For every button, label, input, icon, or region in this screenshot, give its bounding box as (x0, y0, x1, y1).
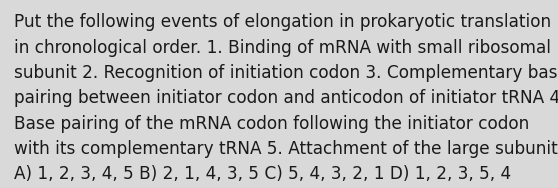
Text: Put the following events of elongation in prokaryotic translation: Put the following events of elongation i… (14, 13, 551, 31)
Text: in chronological order. 1. Binding of mRNA with small ribosomal: in chronological order. 1. Binding of mR… (14, 39, 551, 57)
Text: subunit 2. Recognition of initiation codon 3. Complementary base: subunit 2. Recognition of initiation cod… (14, 64, 558, 82)
Text: with its complementary tRNA 5. Attachment of the large subunit: with its complementary tRNA 5. Attachmen… (14, 140, 557, 158)
Text: pairing between initiator codon and anticodon of initiator tRNA 4.: pairing between initiator codon and anti… (14, 89, 558, 107)
Text: A) 1, 2, 3, 4, 5 B) 2, 1, 4, 3, 5 C) 5, 4, 3, 2, 1 D) 1, 2, 3, 5, 4: A) 1, 2, 3, 4, 5 B) 2, 1, 4, 3, 5 C) 5, … (14, 165, 511, 183)
Text: Base pairing of the mRNA codon following the initiator codon: Base pairing of the mRNA codon following… (14, 115, 529, 133)
